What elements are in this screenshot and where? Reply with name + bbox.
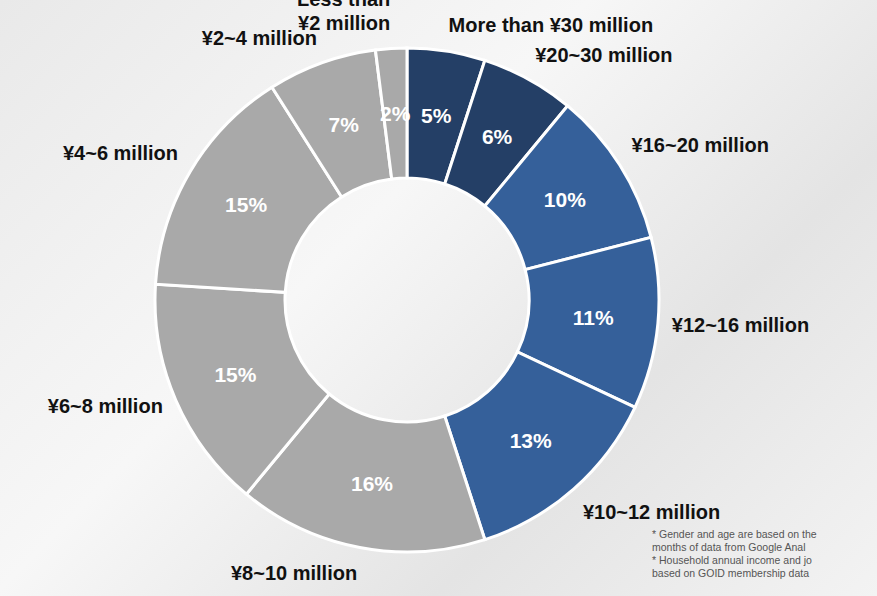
data-labels: 5% 6% 10% 11% 13% 16% 15% 15% 7% 2% <box>214 102 614 495</box>
category-label: More than ¥30 million <box>449 14 653 36</box>
category-label: ¥4~6 million <box>63 142 178 164</box>
data-label: 11% <box>573 306 614 329</box>
data-label: 2% <box>380 102 411 125</box>
category-labels: More than ¥30 million ¥20~30 million ¥16~2… <box>48 0 809 584</box>
category-label: ¥12~16 million <box>672 314 809 336</box>
category-label: ¥10~12 million <box>583 501 720 523</box>
category-label-line: Less than <box>297 0 390 10</box>
data-label: 5% <box>421 104 452 127</box>
donut <box>155 48 659 552</box>
footnote: months of data from Google Anal <box>652 541 806 553</box>
category-label: ¥16~20 million <box>632 134 769 156</box>
category-label: ¥6~8 million <box>48 395 163 417</box>
slice <box>155 284 329 494</box>
data-label: 15% <box>214 363 256 386</box>
footnote: * Gender and age are based on the <box>652 528 817 540</box>
data-label: 15% <box>225 193 267 216</box>
category-label-line: ¥12~16 million <box>672 314 809 336</box>
slice <box>272 50 392 197</box>
chart: 5%6%10%11%13%16%15%15%7%2%More than ¥30 … <box>0 0 877 596</box>
category-label-line: ¥10~12 million <box>583 501 720 523</box>
category-label: ¥8~10 million <box>231 562 357 584</box>
footnotes: * Gender and age are based on themonths … <box>652 528 817 579</box>
footnote: based on GOID membership data <box>652 567 809 579</box>
category-label-line: ¥2 million <box>298 12 390 34</box>
data-label: 6% <box>482 125 513 148</box>
data-label: 16% <box>351 472 393 495</box>
category-label: Less than ¥2 million <box>297 0 390 34</box>
category-label-line: ¥16~20 million <box>632 134 769 156</box>
category-label-line: ¥4~6 million <box>63 142 178 164</box>
category-label-line: More than ¥30 million <box>449 14 653 36</box>
category-label-line: ¥8~10 million <box>231 562 357 584</box>
footnote: * Household annual income and jo <box>652 554 812 566</box>
category-label-line: ¥20~30 million <box>535 44 672 66</box>
category-label: ¥20~30 million <box>535 44 672 66</box>
category-label-line: ¥6~8 million <box>48 395 163 417</box>
data-label: 7% <box>328 113 359 136</box>
data-label: 13% <box>510 429 552 452</box>
data-label: 10% <box>544 188 586 211</box>
